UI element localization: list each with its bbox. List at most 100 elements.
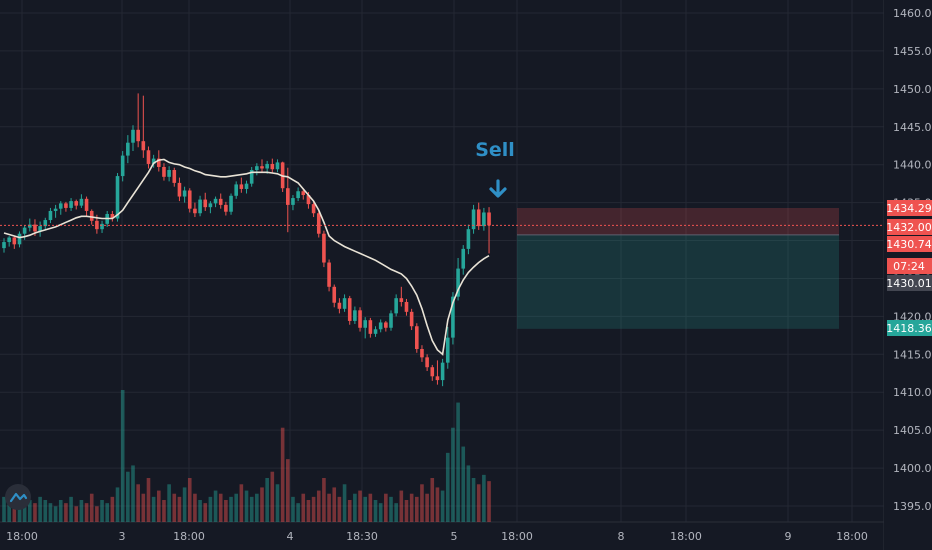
candle[interactable]: [48, 207, 53, 224]
candle[interactable]: [218, 193, 223, 209]
candle[interactable]: [208, 201, 213, 214]
candle[interactable]: [131, 125, 135, 152]
candle[interactable]: [12, 236, 17, 249]
candle[interactable]: [193, 202, 197, 218]
candle[interactable]: [38, 221, 42, 237]
volume-bar: [89, 493, 94, 522]
candle[interactable]: [311, 201, 316, 218]
candle[interactable]: [43, 217, 48, 230]
volume-bar: [208, 496, 213, 522]
take-profit-zone[interactable]: [517, 234, 839, 329]
candle[interactable]: [384, 320, 388, 332]
candle[interactable]: [2, 238, 6, 253]
candle[interactable]: [53, 204, 58, 218]
volume-bar: [389, 496, 393, 522]
candle[interactable]: [64, 201, 68, 212]
candle[interactable]: [353, 306, 357, 324]
candle[interactable]: [234, 181, 238, 199]
candle[interactable]: [17, 231, 22, 248]
volume-bar: [420, 484, 424, 522]
candle[interactable]: [425, 354, 429, 371]
candle[interactable]: [440, 358, 445, 387]
candle[interactable]: [244, 180, 249, 194]
candles[interactable]: [2, 93, 491, 387]
candle-body: [239, 184, 244, 189]
candle-body: [33, 224, 37, 232]
candle[interactable]: [332, 284, 337, 308]
candle[interactable]: [409, 308, 414, 331]
candle[interactable]: [394, 294, 398, 317]
candle[interactable]: [120, 151, 125, 182]
candle[interactable]: [471, 204, 476, 234]
candle[interactable]: [430, 364, 435, 381]
candle[interactable]: [203, 192, 208, 211]
candle[interactable]: [286, 167, 290, 233]
candle[interactable]: [172, 167, 177, 187]
candle[interactable]: [110, 210, 115, 222]
candle[interactable]: [368, 317, 373, 338]
candle[interactable]: [115, 173, 120, 222]
position-zones[interactable]: [517, 208, 839, 329]
candle[interactable]: [213, 196, 218, 208]
candle[interactable]: [249, 166, 254, 187]
candle[interactable]: [58, 201, 63, 215]
candle[interactable]: [337, 298, 342, 314]
candle[interactable]: [399, 286, 404, 307]
candle-body: [389, 313, 393, 328]
candle[interactable]: [389, 310, 393, 331]
candle[interactable]: [177, 177, 182, 202]
candle[interactable]: [74, 199, 79, 210]
volume-bar: [136, 484, 140, 522]
candle[interactable]: [445, 327, 450, 369]
candle[interactable]: [229, 193, 233, 215]
candle[interactable]: [296, 187, 300, 202]
candle[interactable]: [100, 220, 104, 233]
candle[interactable]: [260, 159, 264, 174]
candle[interactable]: [126, 135, 130, 164]
time-tick-label: 9: [785, 530, 792, 543]
candle[interactable]: [167, 166, 171, 182]
volume-bar: [249, 496, 254, 522]
candle[interactable]: [404, 298, 409, 316]
candle[interactable]: [146, 146, 151, 169]
candle[interactable]: [239, 177, 244, 193]
candle[interactable]: [476, 202, 481, 230]
candle[interactable]: [141, 95, 146, 158]
candle[interactable]: [487, 207, 491, 254]
candle[interactable]: [327, 259, 331, 292]
candle[interactable]: [363, 317, 367, 339]
candle[interactable]: [435, 360, 440, 385]
candle[interactable]: [461, 245, 466, 275]
candle[interactable]: [316, 210, 321, 238]
candle[interactable]: [342, 294, 347, 312]
candle[interactable]: [270, 158, 275, 174]
candle[interactable]: [84, 196, 89, 217]
candle[interactable]: [378, 319, 383, 333]
candle[interactable]: [162, 163, 166, 181]
candle[interactable]: [224, 201, 228, 216]
candle[interactable]: [420, 345, 424, 362]
candle[interactable]: [322, 230, 326, 268]
candle[interactable]: [358, 307, 362, 332]
candle[interactable]: [187, 188, 192, 213]
candle[interactable]: [198, 195, 202, 217]
candle[interactable]: [373, 326, 378, 337]
candle[interactable]: [456, 257, 460, 301]
candle[interactable]: [255, 163, 259, 176]
time-axis[interactable]: 18:00 3 18:00 4 18:30 5 18:00 8 18:00 9 18:00: [6, 530, 868, 543]
candle[interactable]: [466, 224, 471, 255]
candle[interactable]: [291, 195, 295, 211]
candle[interactable]: [136, 93, 140, 148]
candle[interactable]: [275, 159, 280, 173]
candle[interactable]: [69, 198, 73, 211]
candle[interactable]: [79, 194, 84, 208]
candle[interactable]: [7, 235, 11, 247]
candle[interactable]: [347, 295, 352, 325]
candle[interactable]: [415, 323, 419, 353]
candle[interactable]: [151, 154, 156, 168]
candle[interactable]: [482, 207, 486, 231]
candle[interactable]: [182, 186, 187, 203]
tradingview-logo-icon[interactable]: [5, 484, 31, 510]
stop-loss-zone[interactable]: [517, 208, 839, 235]
